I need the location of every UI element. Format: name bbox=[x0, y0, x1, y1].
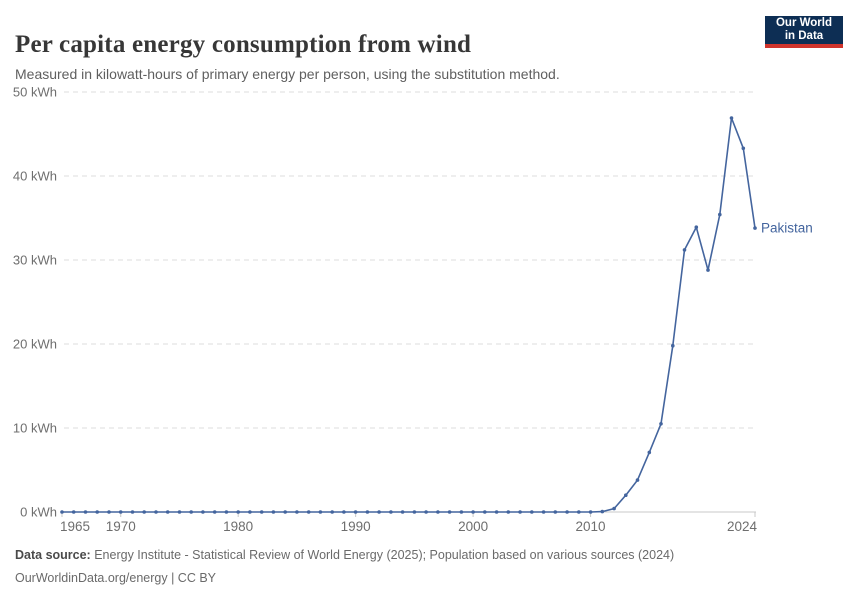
data-point[interactable] bbox=[130, 510, 135, 514]
data-point[interactable] bbox=[671, 343, 675, 348]
data-point[interactable] bbox=[224, 510, 229, 514]
data-point[interactable] bbox=[271, 510, 276, 514]
data-point[interactable] bbox=[459, 510, 464, 514]
data-point[interactable] bbox=[565, 510, 569, 514]
y-axis-tick-label: 10 kWh bbox=[13, 421, 57, 436]
pakistan-series-label[interactable]: Pakistan bbox=[761, 221, 813, 236]
data-source-line: Data source: Energy Institute - Statisti… bbox=[15, 547, 674, 564]
data-point[interactable] bbox=[177, 510, 182, 514]
owid-logo-line1: Our World bbox=[775, 17, 832, 29]
data-point[interactable] bbox=[706, 268, 710, 272]
data-point[interactable] bbox=[530, 510, 534, 514]
data-point[interactable] bbox=[118, 510, 123, 514]
data-point[interactable] bbox=[518, 510, 522, 514]
chart-canvas[interactable]: 0 kWh 10 kWh 20 kWh 30 kWh 40 kWh 50 kWh 1965 1… bbox=[0, 80, 850, 545]
data-point[interactable] bbox=[647, 450, 652, 455]
chart-footer: Data source: Energy Institute - Statisti… bbox=[15, 547, 674, 593]
data-point[interactable] bbox=[471, 510, 475, 514]
data-point[interactable] bbox=[201, 510, 205, 514]
y-axis-tick-label: 40 kWh bbox=[13, 169, 57, 184]
data-point[interactable] bbox=[635, 478, 640, 482]
data-point[interactable] bbox=[165, 510, 170, 514]
data-point[interactable] bbox=[447, 510, 452, 514]
data-point[interactable] bbox=[71, 510, 76, 514]
data-point[interactable] bbox=[236, 510, 240, 514]
data-point[interactable] bbox=[436, 510, 440, 514]
data-point[interactable] bbox=[541, 510, 546, 514]
y-axis-tick-label: 20 kWh bbox=[13, 337, 57, 352]
x-axis-tick-label: 2000 bbox=[458, 519, 488, 534]
data-point[interactable] bbox=[506, 510, 511, 514]
owid-logo-line2: in Data bbox=[784, 30, 824, 42]
x-axis-tick-label: 1965 bbox=[60, 519, 90, 534]
data-point[interactable] bbox=[612, 506, 616, 511]
data-point[interactable] bbox=[142, 510, 146, 514]
chart-subtitle: Measured in kilowatt-hours of primary en… bbox=[15, 66, 560, 82]
y-axis-tick-label: 30 kWh bbox=[13, 253, 57, 268]
data-source-text: Energy Institute - Statistical Review of… bbox=[94, 548, 675, 562]
x-axis-tick-label: 1970 bbox=[106, 519, 136, 534]
owid-logo[interactable]: Our World in Data bbox=[765, 16, 843, 48]
y-axis-tick-label: 0 kWh bbox=[20, 505, 57, 520]
data-point[interactable] bbox=[295, 510, 299, 514]
data-point[interactable] bbox=[400, 510, 405, 514]
data-point[interactable] bbox=[624, 493, 628, 498]
data-point[interactable] bbox=[718, 212, 722, 217]
data-point[interactable] bbox=[741, 146, 746, 151]
data-point[interactable] bbox=[494, 510, 499, 514]
data-point[interactable] bbox=[365, 510, 370, 514]
data-point[interactable] bbox=[154, 510, 158, 514]
data-point[interactable] bbox=[659, 422, 663, 426]
data-point[interactable] bbox=[577, 510, 581, 514]
x-axis-tick-label: 1990 bbox=[341, 519, 371, 534]
data-point[interactable] bbox=[306, 510, 311, 514]
data-point[interactable] bbox=[682, 248, 687, 252]
data-point[interactable] bbox=[248, 510, 252, 514]
y-axis-tick-label: 50 kWh bbox=[13, 85, 57, 100]
data-point[interactable] bbox=[283, 510, 288, 514]
data-point[interactable] bbox=[342, 510, 346, 514]
data-point[interactable] bbox=[729, 116, 734, 120]
data-point[interactable] bbox=[694, 225, 699, 229]
data-point[interactable] bbox=[212, 510, 217, 514]
data-point[interactable] bbox=[753, 226, 757, 230]
data-point[interactable] bbox=[412, 510, 417, 514]
data-source-label: Data source: bbox=[15, 548, 91, 562]
data-point[interactable] bbox=[377, 510, 381, 514]
x-axis-tick-label: 2010 bbox=[576, 519, 606, 534]
data-point[interactable] bbox=[389, 510, 393, 514]
data-point[interactable] bbox=[259, 510, 264, 514]
data-point[interactable] bbox=[83, 510, 88, 514]
x-axis-tick-label: 2024 bbox=[727, 519, 758, 534]
data-point[interactable] bbox=[107, 510, 111, 514]
chart-title: Per capita energy consumption from wind bbox=[15, 30, 472, 58]
data-point[interactable] bbox=[483, 510, 487, 514]
data-point[interactable] bbox=[95, 510, 99, 514]
data-point[interactable] bbox=[353, 510, 358, 514]
data-point[interactable] bbox=[60, 510, 64, 514]
data-point[interactable] bbox=[318, 510, 323, 514]
data-point[interactable] bbox=[600, 509, 605, 514]
x-axis-tick-label: 1980 bbox=[223, 519, 253, 534]
data-point[interactable] bbox=[189, 510, 193, 514]
data-point[interactable] bbox=[330, 510, 335, 514]
pakistan-series-line[interactable] bbox=[61, 117, 756, 513]
data-point[interactable] bbox=[588, 510, 593, 514]
data-point[interactable] bbox=[553, 510, 558, 514]
license-line: OurWorldinData.org/energy | CC BY bbox=[15, 571, 217, 585]
data-point[interactable] bbox=[424, 510, 428, 514]
line-chart[interactable]: 0 kWh 10 kWh 20 kWh 30 kWh 40 kWh 50 kWh 1965 1… bbox=[0, 80, 850, 545]
